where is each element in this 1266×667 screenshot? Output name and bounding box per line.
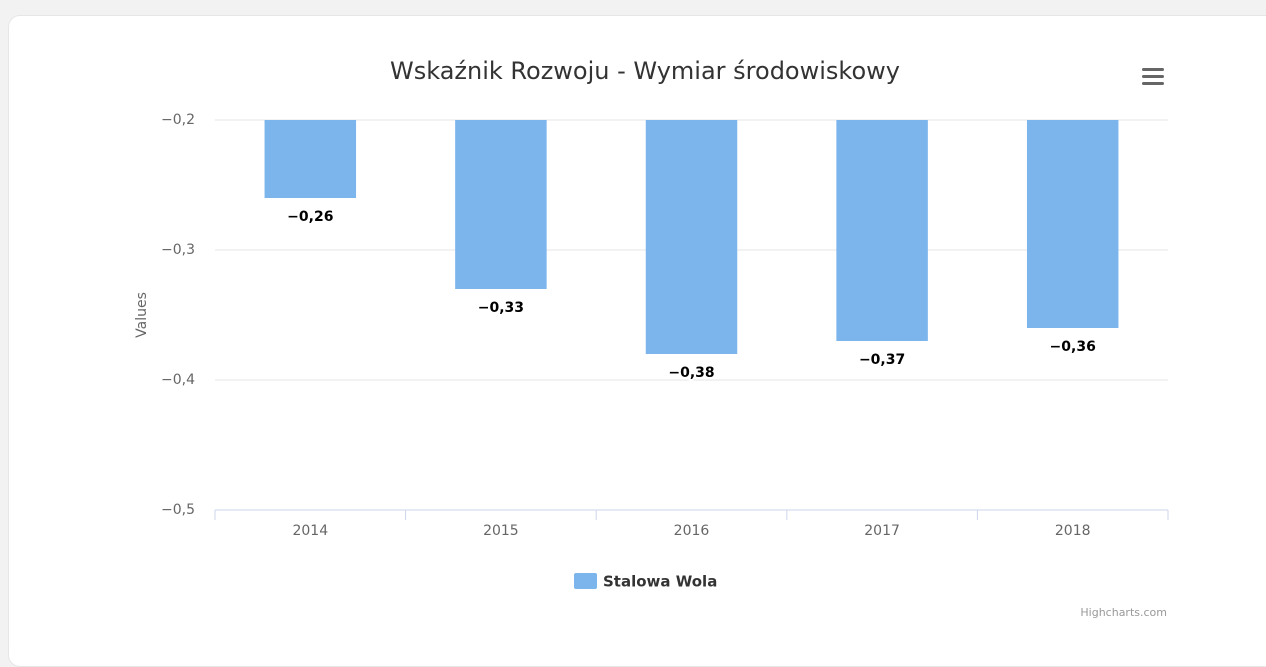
menu-button[interactable] bbox=[1142, 68, 1164, 85]
data-label: −0,33 bbox=[478, 300, 524, 316]
bar bbox=[264, 120, 357, 198]
legend-label: Stalowa Wola bbox=[603, 573, 717, 591]
y-axis-label: Values bbox=[134, 292, 150, 338]
chart: Wskaźnik Rozwoju - Wymiar środowiskowy V… bbox=[134, 57, 1169, 619]
y-tick-label: −0,3 bbox=[161, 242, 195, 258]
bar bbox=[1026, 120, 1119, 328]
x-tick-label: 2017 bbox=[864, 523, 900, 539]
menu-bar bbox=[1142, 82, 1164, 85]
y-tick-label: −0,4 bbox=[161, 372, 195, 388]
y-tick-label: −0,2 bbox=[161, 112, 195, 128]
bar bbox=[836, 120, 928, 341]
legend-swatch bbox=[574, 573, 597, 589]
data-label: −0,36 bbox=[1050, 339, 1096, 355]
y-tick-label: −0,5 bbox=[161, 502, 195, 518]
bar bbox=[455, 120, 547, 289]
bar bbox=[645, 120, 738, 354]
page: {"chart_data": {"type": "bar", "title": … bbox=[8, 15, 1266, 667]
menu-bar bbox=[1142, 68, 1164, 71]
x-tick-label: 2018 bbox=[1055, 523, 1091, 539]
x-tick-label: 2015 bbox=[483, 523, 519, 539]
data-label: −0,37 bbox=[859, 352, 905, 368]
x-tick-label: 2014 bbox=[292, 523, 328, 539]
menu-bar bbox=[1142, 75, 1164, 78]
credits[interactable]: Highcharts.com bbox=[1080, 606, 1167, 619]
chart-title: Wskaźnik Rozwoju - Wymiar środowiskowy bbox=[390, 57, 900, 85]
x-tick-label: 2016 bbox=[674, 523, 710, 539]
data-label: −0,38 bbox=[668, 365, 714, 381]
data-label: −0,26 bbox=[287, 209, 333, 225]
